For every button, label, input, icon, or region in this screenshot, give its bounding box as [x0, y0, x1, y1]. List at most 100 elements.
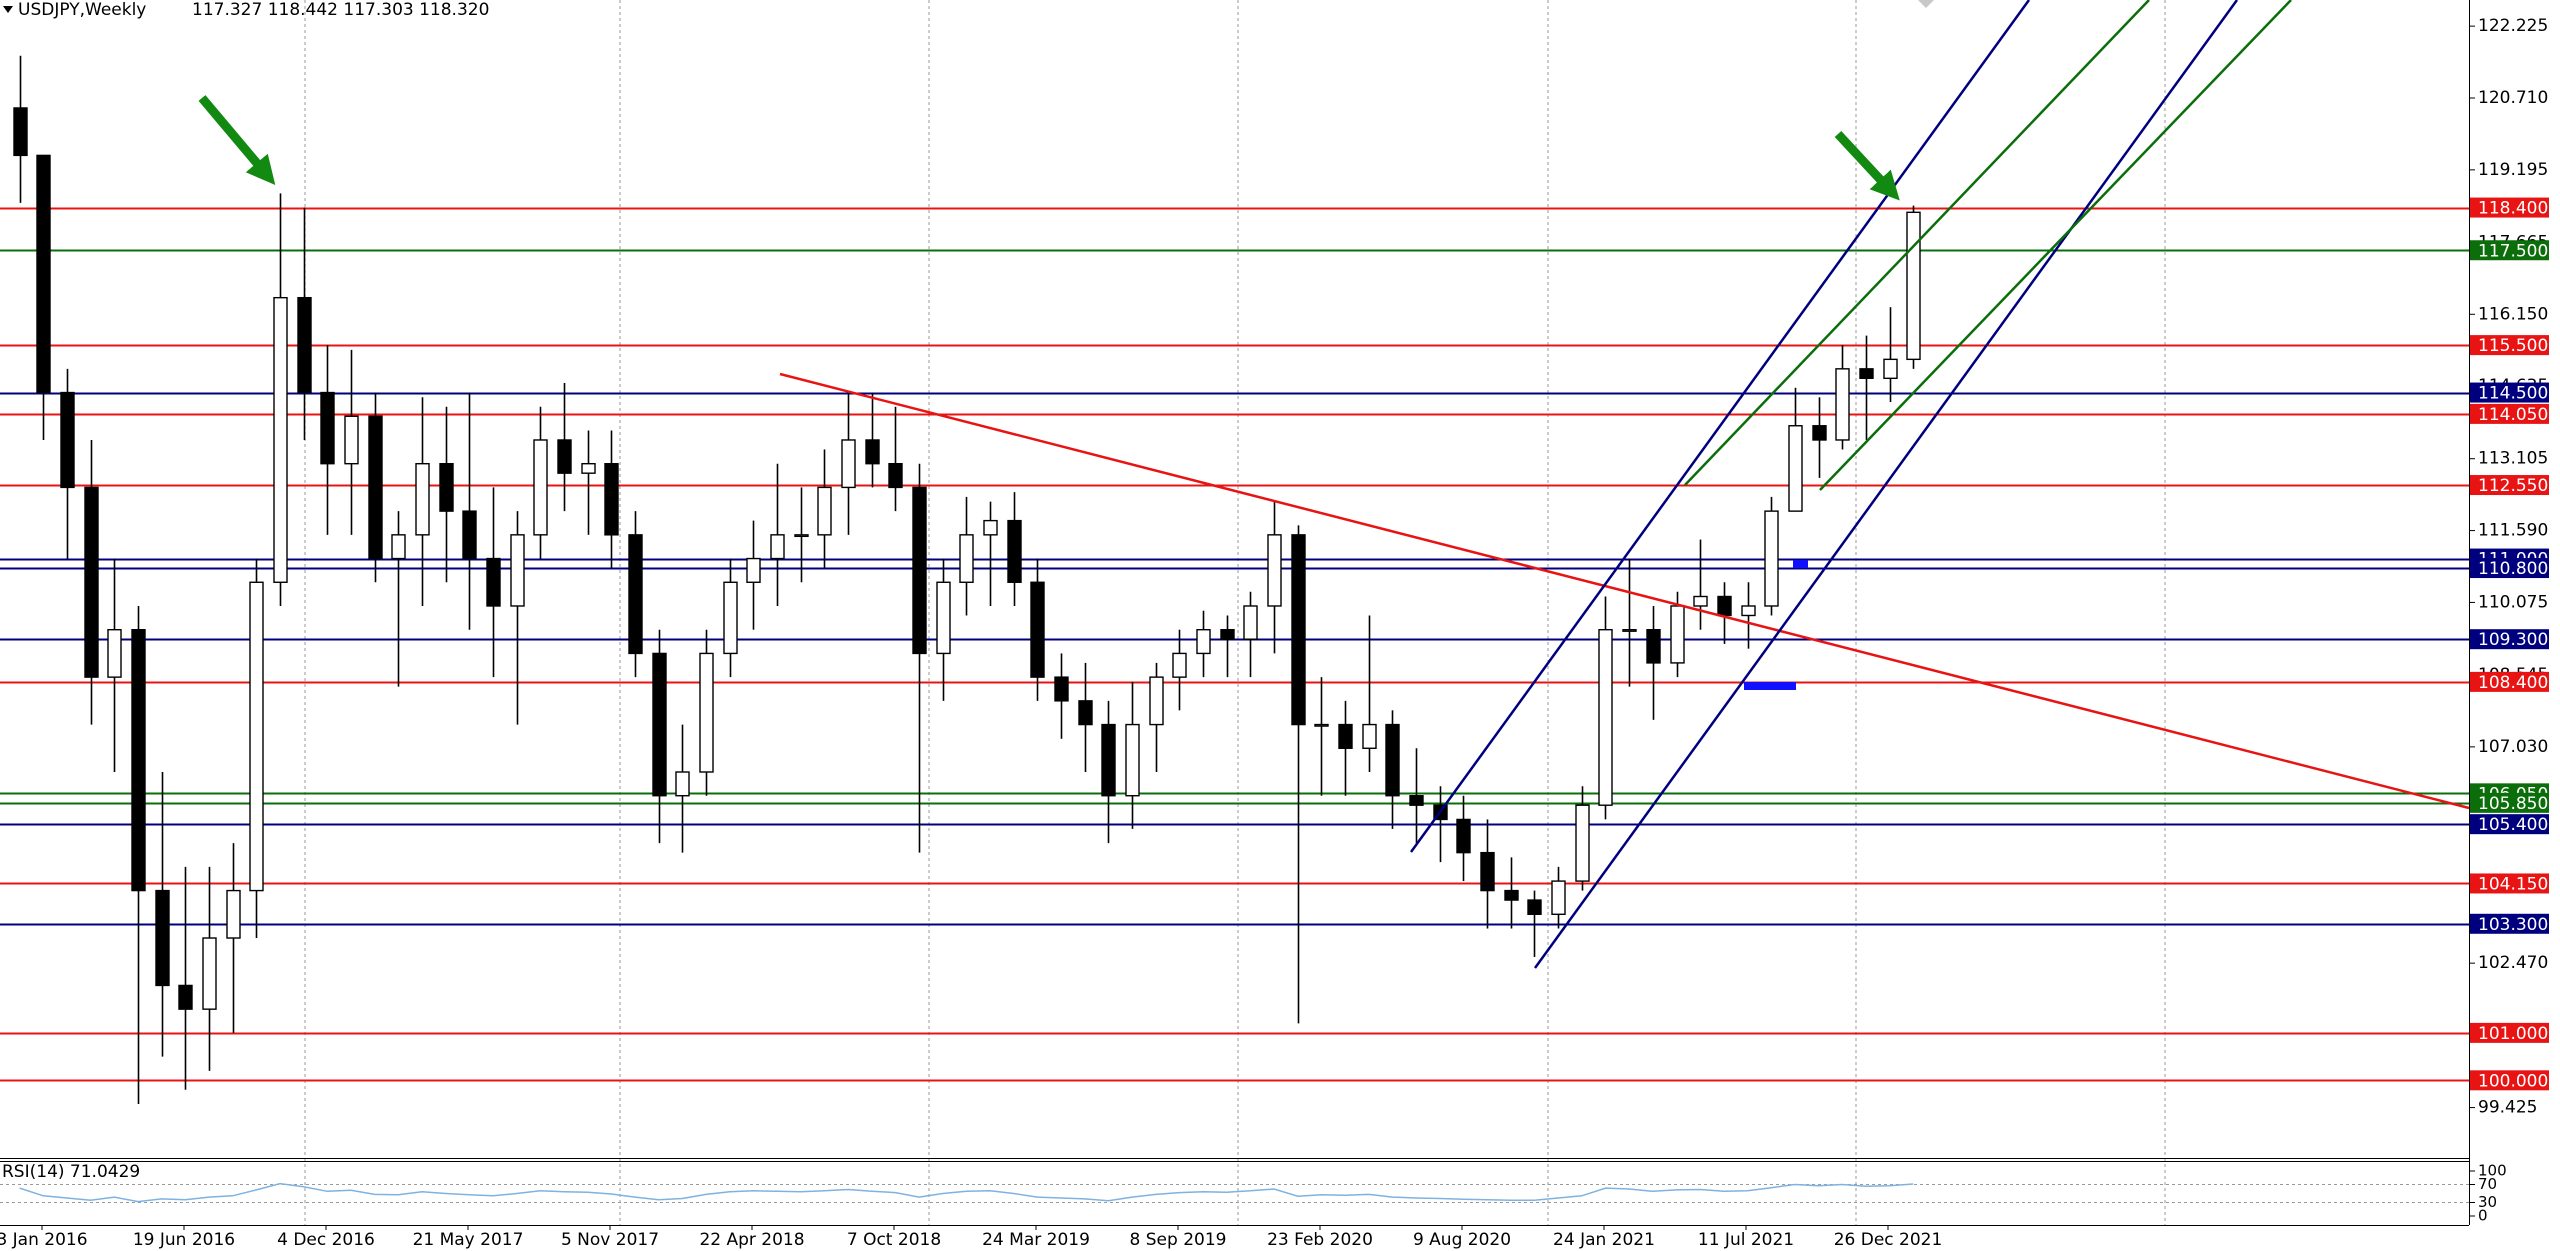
candle-body — [1575, 804, 1590, 882]
candle-body — [1693, 595, 1708, 607]
candle-body — [1598, 629, 1613, 806]
candle-body — [794, 534, 809, 538]
rsi-line — [19, 1182, 1914, 1203]
candle-body — [675, 771, 690, 797]
candle-body — [652, 652, 667, 797]
channel-line — [1819, 0, 2292, 491]
candle-body — [415, 462, 430, 536]
candle-body — [888, 462, 903, 489]
candle-body — [1883, 358, 1898, 380]
candle-body — [1078, 700, 1093, 726]
candle-body — [131, 629, 146, 892]
candle-body — [1906, 211, 1921, 361]
candle-body — [273, 296, 288, 583]
level-label-box — [2470, 197, 2549, 218]
candle-body — [1172, 652, 1187, 678]
y-tick-label: 110.075 — [2478, 592, 2548, 612]
candle-body — [1125, 723, 1140, 797]
level-label: 108.400 — [2478, 673, 2548, 693]
candle-body — [841, 439, 856, 489]
candle-body — [510, 534, 525, 607]
level-label-box — [2470, 1070, 2549, 1091]
candle-body — [60, 391, 75, 489]
x-tick-label: 8 Sep 2019 — [1130, 1230, 1227, 1250]
candle-body — [1409, 795, 1424, 806]
level-label-box — [2470, 792, 2549, 813]
y-tick-label: 116.150 — [2478, 304, 2548, 324]
rsi-tick-label: 0 — [2478, 1207, 2488, 1225]
x-tick-label: 4 Dec 2016 — [277, 1230, 375, 1250]
menu-triangle[interactable] — [3, 6, 13, 13]
candle-body — [13, 107, 28, 157]
x-tick-label: 24 Mar 2019 — [982, 1230, 1090, 1250]
level-label-box — [2470, 382, 2549, 403]
level-label-box — [2470, 1022, 2549, 1043]
candle-body — [391, 534, 406, 560]
candle-body — [320, 391, 335, 465]
level-label: 118.400 — [2478, 199, 2548, 219]
candles — [13, 55, 1921, 1105]
candle-body — [178, 984, 193, 1010]
level-label-box — [2470, 475, 2549, 496]
x-tick-label: 23 Feb 2020 — [1267, 1230, 1373, 1250]
y-tick-label: 99.425 — [2478, 1098, 2537, 1118]
candle-body — [770, 534, 785, 560]
candle-body — [604, 462, 619, 536]
x-tick-label: 9 Aug 2020 — [1413, 1230, 1511, 1250]
level-label: 114.500 — [2478, 384, 2548, 404]
marker-diamond — [1918, 0, 1934, 8]
candle-body — [533, 439, 548, 536]
candle-body — [1362, 723, 1377, 749]
candle-body — [1741, 605, 1756, 617]
candle-body — [84, 486, 99, 678]
candle-body — [1385, 723, 1400, 797]
candle-body — [155, 889, 170, 987]
candle-body — [581, 462, 596, 474]
drawings — [198, 0, 2470, 969]
level-label-box — [2470, 558, 2549, 579]
candle-body — [1030, 581, 1045, 678]
candle-body — [486, 557, 501, 607]
x-tick-label: 3 Jan 2016 — [0, 1230, 88, 1250]
channel-line — [1409, 0, 2031, 853]
arrow — [198, 95, 276, 186]
level-label: 115.500 — [2478, 336, 2548, 356]
level-label-box — [2470, 814, 2549, 835]
candle-body — [1551, 880, 1566, 915]
candle-body — [1314, 723, 1329, 727]
level-label: 112.550 — [2478, 476, 2548, 496]
candle-body — [865, 439, 880, 465]
candle-body — [368, 415, 383, 560]
channel-line — [1533, 0, 2239, 969]
y-tick-label: 119.195 — [2478, 160, 2548, 180]
candle-body — [983, 519, 998, 536]
candle-body — [202, 937, 217, 1010]
ohlc-values: 117.327 118.442 117.303 118.320 — [192, 0, 489, 20]
levels — [0, 207, 2469, 1082]
marker-box — [1744, 682, 1796, 690]
candle-body — [1007, 519, 1022, 583]
candle-body — [1527, 899, 1542, 915]
candle-body — [699, 652, 714, 773]
candle-body — [936, 581, 951, 655]
channel-line — [1684, 0, 2150, 486]
level-label-box — [2470, 403, 2549, 424]
marker-box — [1793, 560, 1808, 568]
candle-body — [1243, 605, 1258, 640]
level-label: 110.800 — [2478, 559, 2548, 579]
rsi-tick-label: 30 — [2478, 1193, 2497, 1211]
candle-body — [1504, 889, 1519, 901]
rsi-tick-label: 70 — [2478, 1175, 2497, 1193]
candle-body — [746, 557, 761, 583]
y-tick-label: 107.030 — [2478, 737, 2548, 757]
candle-body — [1622, 629, 1637, 632]
vertical-grid — [304, 0, 2166, 1225]
y-tick-label: 111.590 — [2478, 521, 2548, 541]
trend-line — [779, 372, 2470, 810]
candle-body — [1291, 534, 1306, 726]
level-label: 103.300 — [2478, 915, 2548, 935]
candle-body — [1338, 723, 1353, 749]
